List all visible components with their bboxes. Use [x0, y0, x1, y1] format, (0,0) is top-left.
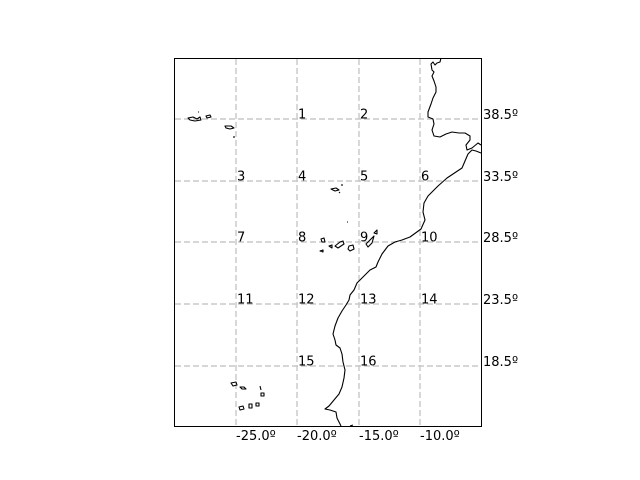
- africa-coast: [324, 149, 482, 427]
- canary-island: [320, 237, 326, 243]
- coast-islet: [349, 424, 354, 427]
- cell-label: 3: [237, 170, 245, 185]
- cape-verde-island: [238, 405, 245, 411]
- lon-label: -10.0º: [420, 429, 460, 444]
- canary-island: [365, 235, 375, 248]
- cell-label: 5: [360, 170, 368, 185]
- canary-island: [373, 229, 378, 235]
- madeira-island: [338, 191, 341, 194]
- canary-island: [319, 249, 324, 253]
- iberia-coast: [427, 57, 482, 151]
- lat-label: 28.5º: [483, 231, 518, 246]
- cell-label: 14: [421, 293, 438, 308]
- cape-verde-island: [230, 381, 238, 387]
- cell-label: 6: [421, 170, 429, 185]
- azores-island: [205, 114, 212, 119]
- lat-label: 38.5º: [483, 108, 518, 123]
- cell-label: 12: [298, 293, 315, 308]
- canary-island: [328, 244, 333, 249]
- cell-label: 2: [360, 108, 368, 123]
- coastline: [187, 57, 482, 427]
- cape-verde-island: [259, 385, 262, 391]
- azores-island: [187, 116, 202, 122]
- canary-island: [334, 240, 345, 249]
- lon-label: -15.0º: [359, 429, 399, 444]
- lat-label: 18.5º: [483, 355, 518, 370]
- cape-verde-island: [248, 403, 253, 409]
- cell-label: 7: [237, 231, 245, 246]
- cell-label: 16: [360, 355, 377, 370]
- cape-verde-island: [239, 386, 247, 390]
- cell-label: 9: [360, 231, 368, 246]
- lat-label: 33.5º: [483, 170, 518, 185]
- lon-label: -25.0º: [236, 429, 276, 444]
- cell-label: 11: [237, 293, 254, 308]
- madeira-island: [330, 187, 340, 192]
- cell-label: 1: [298, 108, 306, 123]
- lat-label: 23.5º: [483, 293, 518, 308]
- cape-verde-island: [260, 392, 265, 397]
- cell-label: 8: [298, 231, 306, 246]
- cell-label: 15: [298, 355, 315, 370]
- canary-island: [347, 244, 355, 252]
- graticule: [175, 59, 481, 426]
- azores-island: [224, 125, 235, 130]
- cell-label: 10: [421, 231, 438, 246]
- cape-verde-island: [255, 402, 260, 407]
- cell-label: 13: [360, 293, 377, 308]
- lon-label: -20.0º: [297, 429, 337, 444]
- cell-label: 4: [298, 170, 306, 185]
